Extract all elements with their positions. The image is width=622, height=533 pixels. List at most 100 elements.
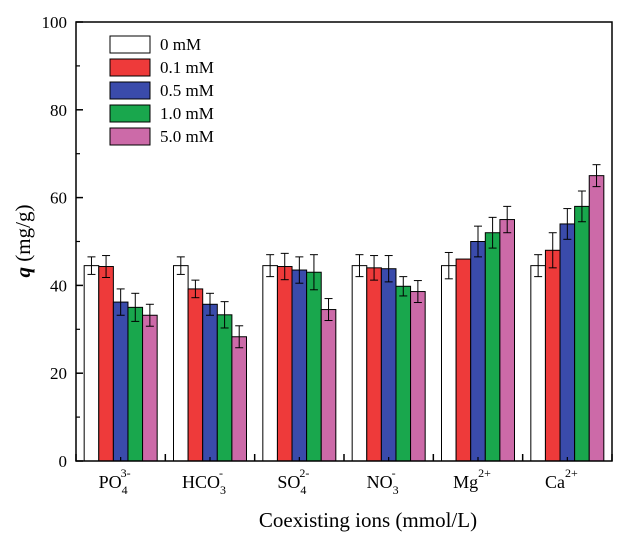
legend: 0 mM 0.1 mM 0.5 mM 1.0 mM 5.0 mM: [109, 35, 214, 146]
x-tick-label-subscript: 3: [220, 483, 226, 497]
bar-series-2-cat-0: [112, 301, 129, 462]
bar-series-2-cat-2: [291, 269, 308, 462]
bar-series-3-cat-2: [306, 271, 322, 462]
y-axis-label: q (mg/g): [11, 205, 35, 278]
y-axis: 0 20 40 60 80 100: [42, 13, 83, 471]
error-bar-series-3-cat-5: [577, 190, 586, 223]
bar-series-1-cat-5: [544, 249, 561, 462]
y-tick-label: 80: [50, 101, 67, 120]
bar-series-2-cat-4: [470, 241, 486, 462]
error-bar-series-1-cat-3: [370, 255, 379, 281]
x-tick-label-superscript: 2+: [565, 466, 578, 480]
bar-series-4-cat-5: [588, 175, 605, 462]
error-bar-series-1-cat-0: [102, 255, 111, 278]
x-tick-label-base: NO: [367, 472, 393, 492]
error-bar-series-4-cat-0: [145, 303, 154, 327]
x-tick-label-base: PO: [99, 472, 122, 492]
legend-label: 1.0 mM: [160, 104, 214, 123]
x-tick-label: NO3 -: [367, 466, 399, 497]
error-bar-series-3-cat-4: [488, 216, 497, 249]
legend-label: 0.1 mM: [160, 58, 214, 77]
legend-label: 5.0 mM: [160, 127, 214, 146]
error-bar-series-2-cat-3: [384, 255, 393, 283]
x-tick-label-base: Mg: [453, 472, 478, 492]
x-tick-label: PO4 3-: [99, 466, 131, 497]
bar-series-0-cat-5: [530, 265, 546, 462]
bar-series-0-cat-1: [173, 265, 189, 462]
bar-series-1-cat-3: [366, 267, 382, 462]
error-bar-series-1-cat-1: [191, 279, 200, 299]
legend-swatch: [109, 35, 151, 54]
x-tick-label-subscript: 4: [300, 483, 306, 497]
legend-swatch: [109, 58, 151, 77]
y-tick-label: 100: [42, 13, 68, 32]
x-tick-label: Mg2+: [453, 466, 491, 492]
y-axis-label-units: (mg/g): [11, 205, 35, 267]
error-bar-series-4-cat-3: [413, 280, 422, 304]
bar-series-0-cat-0: [83, 265, 100, 462]
x-tick-label-superscript: 2+: [478, 466, 491, 480]
error-bar-series-0-cat-4: [444, 251, 453, 280]
x-tick-label-subscript: 3: [393, 483, 399, 497]
error-bar-series-2-cat-2: [295, 256, 304, 284]
bar-series-1-cat-2: [276, 266, 293, 462]
bar-series-4-cat-4: [499, 219, 515, 462]
error-bar-series-2-cat-5: [563, 208, 572, 240]
error-bar-series-1-cat-5: [548, 232, 557, 269]
y-axis-label-symbol: q: [11, 267, 35, 278]
error-bar-series-4-cat-1: [235, 325, 244, 349]
error-bar-series-2-cat-0: [116, 288, 125, 316]
error-bar-series-2-cat-4: [474, 225, 482, 258]
x-tick-label-superscript: -: [219, 466, 223, 480]
bar-series-4-cat-1: [231, 336, 247, 462]
x-tick-label: SO4 2-: [277, 466, 309, 497]
bar-series-4-cat-0: [142, 314, 158, 462]
error-bar-series-3-cat-0: [131, 292, 140, 322]
x-tick-label-superscript: 2-: [299, 466, 309, 480]
bar-series-4-cat-2: [320, 309, 337, 462]
legend-swatch: [109, 104, 151, 123]
x-tick-label-superscript: -: [392, 466, 396, 480]
legend-swatch: [109, 127, 151, 146]
error-bar-series-0-cat-1: [176, 256, 185, 275]
bar-series-3-cat-0: [127, 306, 144, 462]
x-tick-label-subscript: 4: [122, 483, 128, 497]
bar-series-0-cat-3: [351, 265, 368, 462]
bar-series-2-cat-3: [380, 268, 397, 462]
x-axis-label: Coexisting ions (mmol/L): [259, 508, 477, 532]
legend-swatch: [109, 81, 151, 100]
error-bar-series-0-cat-0: [87, 256, 96, 275]
bar-series-3-cat-1: [216, 314, 233, 462]
error-bar-series-3-cat-1: [220, 301, 229, 329]
bar-series-2-cat-1: [202, 303, 218, 462]
y-tick-label: 0: [59, 452, 68, 471]
bar-series-2-cat-5: [559, 223, 576, 462]
bar-series-3-cat-4: [484, 232, 501, 462]
error-bar-series-3-cat-2: [309, 254, 318, 291]
error-bar-series-0-cat-2: [266, 254, 275, 278]
bar-series-1-cat-0: [98, 266, 114, 462]
x-tick-label-superscript: 3-: [121, 466, 131, 480]
legend-label: 0 mM: [160, 35, 201, 54]
error-bar-series-4-cat-4: [503, 205, 512, 234]
x-tick-label-base: Ca: [545, 472, 565, 492]
x-tick-label-base: SO: [277, 472, 300, 492]
bars-layer: [83, 175, 605, 462]
x-tick-label-base: HCO: [182, 472, 220, 492]
y-tick-label: 20: [50, 364, 67, 383]
x-tick-label: HCO3 -: [182, 466, 226, 497]
y-tick-label: 60: [50, 189, 67, 208]
error-bar-series-3-cat-3: [399, 276, 408, 297]
error-bar-series-4-cat-5: [592, 164, 601, 188]
x-axis: PO43- HCO3- SO42- NO3- Mg2+ Ca2+: [75, 454, 613, 497]
error-bar-series-2-cat-1: [206, 292, 214, 316]
y-tick-label: 40: [50, 276, 67, 295]
bar-series-3-cat-5: [574, 205, 590, 462]
x-tick-label: Ca2+: [545, 466, 578, 492]
error-bar-series-4-cat-2: [324, 298, 333, 322]
bar-series-0-cat-4: [441, 265, 457, 462]
error-bar-series-0-cat-5: [534, 254, 543, 278]
bar-series-0-cat-2: [262, 265, 278, 462]
error-bars-layer: [87, 164, 601, 349]
